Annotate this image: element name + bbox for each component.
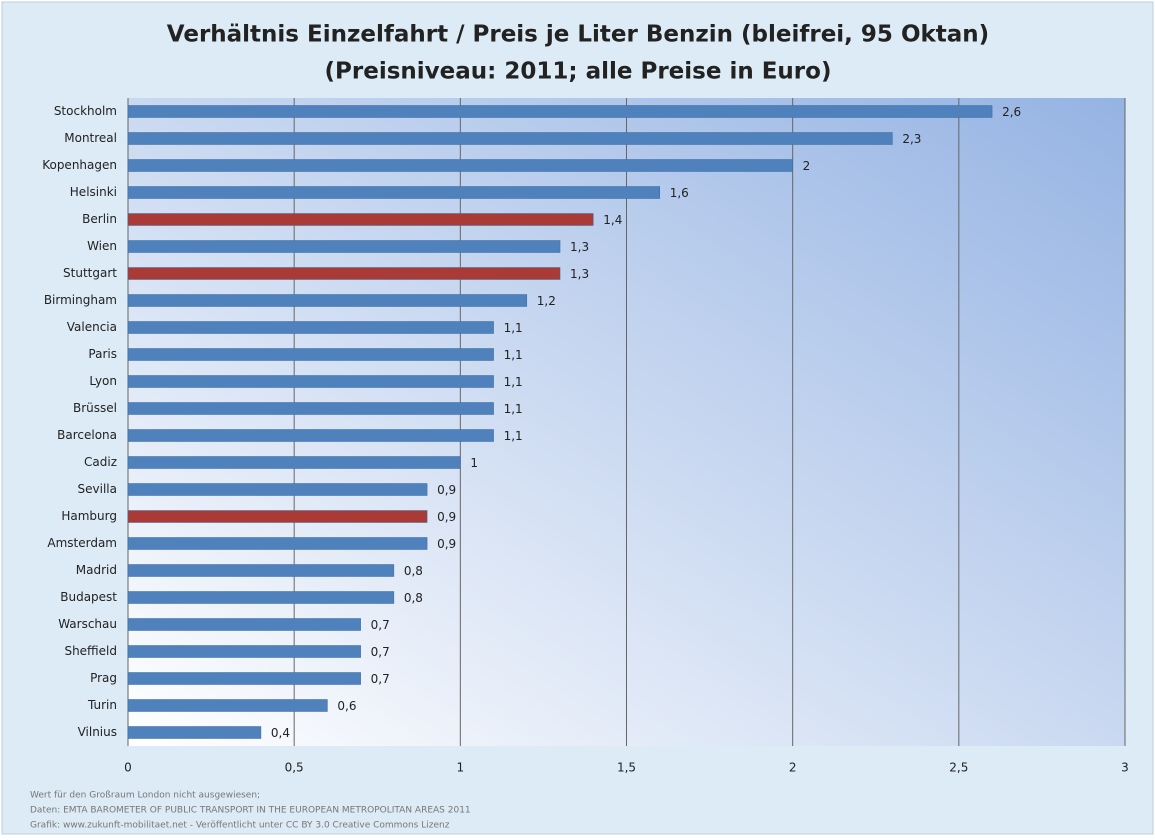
x-tick-label: 2 <box>789 761 797 775</box>
y-tick-label: Brüssel <box>73 401 117 415</box>
value-label: 0,4 <box>271 726 290 740</box>
x-tick-label: 3 <box>1121 761 1129 775</box>
value-label: 0,9 <box>437 510 456 524</box>
value-label: 1,4 <box>603 213 622 227</box>
bar <box>127 348 494 361</box>
y-tick-label: Madrid <box>76 563 117 577</box>
value-label: 0,7 <box>371 618 390 632</box>
bar <box>127 105 993 118</box>
y-tick-label: Turin <box>87 698 117 712</box>
footnote: Daten: EMTA BAROMETER OF PUBLIC TRANSPOR… <box>30 806 471 816</box>
bar <box>127 402 494 415</box>
value-label: 0,6 <box>337 699 356 713</box>
value-label: 1,6 <box>670 186 689 200</box>
x-tick-label: 0 <box>124 761 132 775</box>
bar <box>127 483 428 496</box>
bar <box>127 591 395 604</box>
y-tick-label: Kopenhagen <box>42 158 117 172</box>
y-tick-label: Amsterdam <box>47 536 117 550</box>
y-tick-label: Prag <box>90 671 117 685</box>
y-tick-label: Lyon <box>89 374 117 388</box>
x-tick-label: 1,5 <box>617 761 636 775</box>
chart-title: Verhältnis Einzelfahrt / Preis je Liter … <box>167 22 989 48</box>
bar <box>127 321 494 334</box>
value-label: 0,9 <box>437 483 456 497</box>
y-tick-label: Sevilla <box>78 482 117 496</box>
bar <box>127 699 328 712</box>
y-tick-label: Berlin <box>82 212 117 226</box>
value-label: 1,1 <box>504 429 523 443</box>
bar <box>127 186 660 199</box>
value-label: 0,7 <box>371 672 390 686</box>
value-label: 1,3 <box>570 240 589 254</box>
value-label: 0,9 <box>437 537 456 551</box>
x-tick-label: 1 <box>457 761 465 775</box>
bar <box>127 672 361 685</box>
bar <box>127 240 561 253</box>
y-tick-label: Warschau <box>58 617 117 631</box>
y-tick-label: Sheffield <box>64 644 117 658</box>
bar <box>127 456 461 469</box>
bar <box>127 429 494 442</box>
value-label: 1,2 <box>537 294 556 308</box>
bar <box>127 726 262 739</box>
x-tick-label: 2,5 <box>949 761 968 775</box>
bar <box>127 564 395 577</box>
value-label: 1 <box>470 456 478 470</box>
value-label: 1,1 <box>504 402 523 416</box>
y-tick-label: Barcelona <box>57 428 117 442</box>
value-label: 1,3 <box>570 267 589 281</box>
y-tick-label: Budapest <box>60 590 117 604</box>
y-tick-label: Helsinki <box>70 185 117 199</box>
bar <box>127 510 428 523</box>
y-tick-label: Stockholm <box>54 104 117 118</box>
value-label: 2,3 <box>902 132 921 146</box>
value-label: 0,7 <box>371 645 390 659</box>
footnote: Grafik: www.zukunft-mobilitaet.net - Ver… <box>30 821 450 831</box>
bar <box>127 645 361 658</box>
value-label: 2,6 <box>1002 105 1021 119</box>
bar <box>127 618 361 631</box>
y-tick-label: Paris <box>88 347 117 361</box>
value-label: 0,8 <box>404 591 423 605</box>
value-label: 0,8 <box>404 564 423 578</box>
y-tick-label: Hamburg <box>61 509 117 523</box>
bar <box>127 375 494 388</box>
y-tick-label: Cadiz <box>84 455 117 469</box>
bar <box>127 159 793 172</box>
bar <box>127 132 893 145</box>
y-tick-label: Stuttgart <box>63 266 117 280</box>
value-label: 1,1 <box>504 348 523 362</box>
y-tick-label: Montreal <box>64 131 117 145</box>
y-tick-label: Birmingham <box>44 293 117 307</box>
footnote: Wert für den Großraum London nicht ausge… <box>30 791 260 801</box>
bar <box>127 213 594 226</box>
bar <box>127 267 561 280</box>
value-label: 1,1 <box>504 321 523 335</box>
bar <box>127 294 528 307</box>
bar <box>127 537 428 550</box>
y-tick-label: Vilnius <box>78 725 117 739</box>
y-tick-label: Valencia <box>67 320 117 334</box>
y-tick-label: Wien <box>87 239 117 253</box>
x-tick-label: 0,5 <box>285 761 304 775</box>
value-label: 1,1 <box>504 375 523 389</box>
chart-subtitle: (Preisniveau: 2011; alle Preise in Euro) <box>325 59 832 85</box>
value-label: 2 <box>803 159 811 173</box>
